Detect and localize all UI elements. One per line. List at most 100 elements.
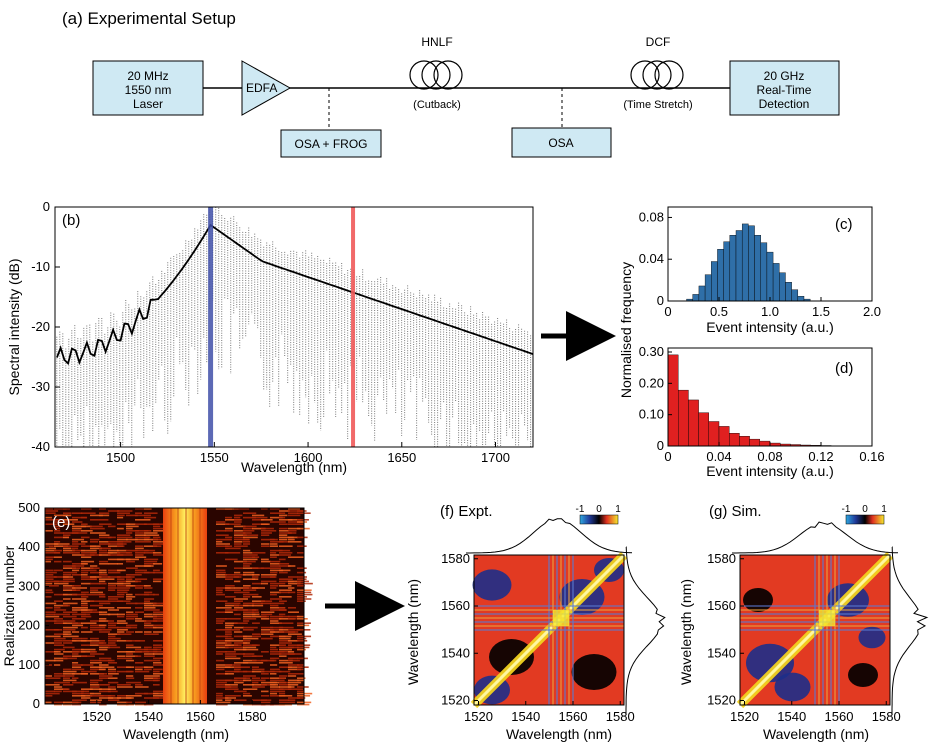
f-y-label: Wavelength (nm) (405, 579, 421, 685)
e-noise-cell (99, 624, 107, 627)
e-noise-cell (81, 637, 88, 640)
e-noise-cell (135, 534, 146, 536)
e-noise-cell (63, 684, 74, 686)
e-noise-cell (126, 646, 142, 649)
e-noise-cell (81, 609, 93, 611)
e-noise-cell (261, 659, 275, 662)
e-noise-cell (225, 673, 234, 675)
e-noise-cell (270, 644, 280, 646)
e-noise-cell (126, 567, 138, 569)
e-noise-cell (279, 532, 292, 534)
e-noise-cell (225, 629, 241, 631)
g-panel-label: (g) Sim. (709, 503, 762, 520)
e-noise-cell (126, 558, 139, 561)
e-noise-cell (63, 545, 79, 547)
e-noise-cell (252, 519, 264, 521)
e-noise-cell (90, 686, 100, 688)
e-noise-cell (288, 673, 298, 675)
e-noise-cell (225, 642, 232, 644)
e-noise-cell (216, 523, 230, 525)
e-noise-cell (108, 536, 116, 539)
e-noise-cell (144, 613, 153, 616)
e-noise-cell (153, 644, 163, 646)
e-noise-cell (117, 541, 132, 543)
e-noise-cell (225, 655, 237, 657)
panel-e: 1520 1540 1560 1580 0 100 200 300 400 500 (e) Wa… (1, 500, 313, 742)
e-noise-cell (144, 560, 158, 563)
e-noise-cell (234, 653, 246, 655)
e-noise-cell (45, 523, 58, 525)
e-noise-cell (81, 569, 97, 572)
e-noise-cell (126, 631, 135, 633)
e-noise-cell (90, 547, 102, 550)
e-noise-cell (99, 690, 111, 693)
e-noise-cell (54, 549, 63, 552)
e-noise-cell (288, 640, 299, 642)
e-noise-cell (216, 620, 225, 622)
e-noise-cell (117, 593, 125, 596)
e-noise-cell (72, 563, 87, 565)
e-noise-cell (54, 675, 65, 677)
e-noise-cell (90, 545, 101, 547)
e-noise-cell (153, 611, 167, 613)
e-noise-cell (234, 677, 247, 679)
e-noise-cell (279, 703, 293, 706)
e-noise-cell (225, 516, 232, 519)
e-noise-cell (81, 670, 91, 673)
e-noise-cell (117, 701, 128, 704)
e-noise-cell (153, 659, 161, 662)
e-noise-cell (279, 646, 294, 649)
e-noise-cell (252, 516, 268, 519)
e-noise-cell (297, 692, 313, 695)
e-noise-cell (81, 644, 91, 646)
e-noise-cell (261, 558, 269, 561)
e-noise-cell (72, 701, 82, 704)
e-noise-cell (72, 574, 82, 576)
d-x-tick-label: 0.12 (808, 449, 833, 464)
e-noise-cell (63, 587, 76, 589)
e-noise-cell (288, 629, 301, 631)
e-noise-cell (99, 578, 115, 580)
e-noise-cell (261, 523, 270, 525)
e-noise-cell (234, 587, 249, 589)
e-noise-cell (72, 569, 80, 572)
e-noise-cell (135, 523, 147, 525)
e-noise-cell (297, 677, 306, 679)
e-noise-cell (153, 662, 162, 664)
e-noise-cell (234, 622, 248, 624)
e-noise-cell (45, 512, 56, 514)
e-noise-cell (126, 659, 134, 662)
e-noise-cell (81, 567, 94, 569)
e-noise-cell (261, 673, 269, 675)
e-noise-cell (54, 642, 63, 644)
e-noise-cell (144, 620, 158, 622)
e-noise-cell (117, 514, 125, 517)
e-noise-cell (243, 679, 252, 682)
e-noise-cell (117, 703, 129, 706)
e-noise-cell (54, 657, 68, 660)
e-noise-cell (108, 510, 120, 512)
e-noise-cell (90, 571, 103, 574)
e-noise-cell (99, 640, 106, 642)
e-noise-cell (81, 582, 91, 585)
e-noise-cell (279, 688, 292, 690)
e-noise-cell (63, 604, 70, 607)
e-noise-cell (72, 607, 88, 609)
e-noise-cell (279, 653, 295, 655)
e-noise-cell (126, 626, 138, 629)
e-noise-cell (90, 525, 103, 528)
e-noise-cell (216, 666, 231, 668)
e-noise-cell (153, 545, 162, 547)
e-noise-cell (135, 536, 150, 539)
e-noise-cell (234, 646, 245, 649)
e-noise-cell (63, 589, 77, 591)
e-noise-cell (261, 699, 272, 701)
e-noise-cell (99, 600, 109, 602)
e-noise-cell (45, 589, 53, 591)
e-noise-cell (288, 591, 296, 594)
e-noise-cell (54, 701, 65, 704)
e-noise-cell (144, 508, 152, 510)
e-noise-cell (144, 591, 153, 594)
e-noise-cell (279, 523, 288, 525)
e-noise-cell (135, 569, 147, 572)
